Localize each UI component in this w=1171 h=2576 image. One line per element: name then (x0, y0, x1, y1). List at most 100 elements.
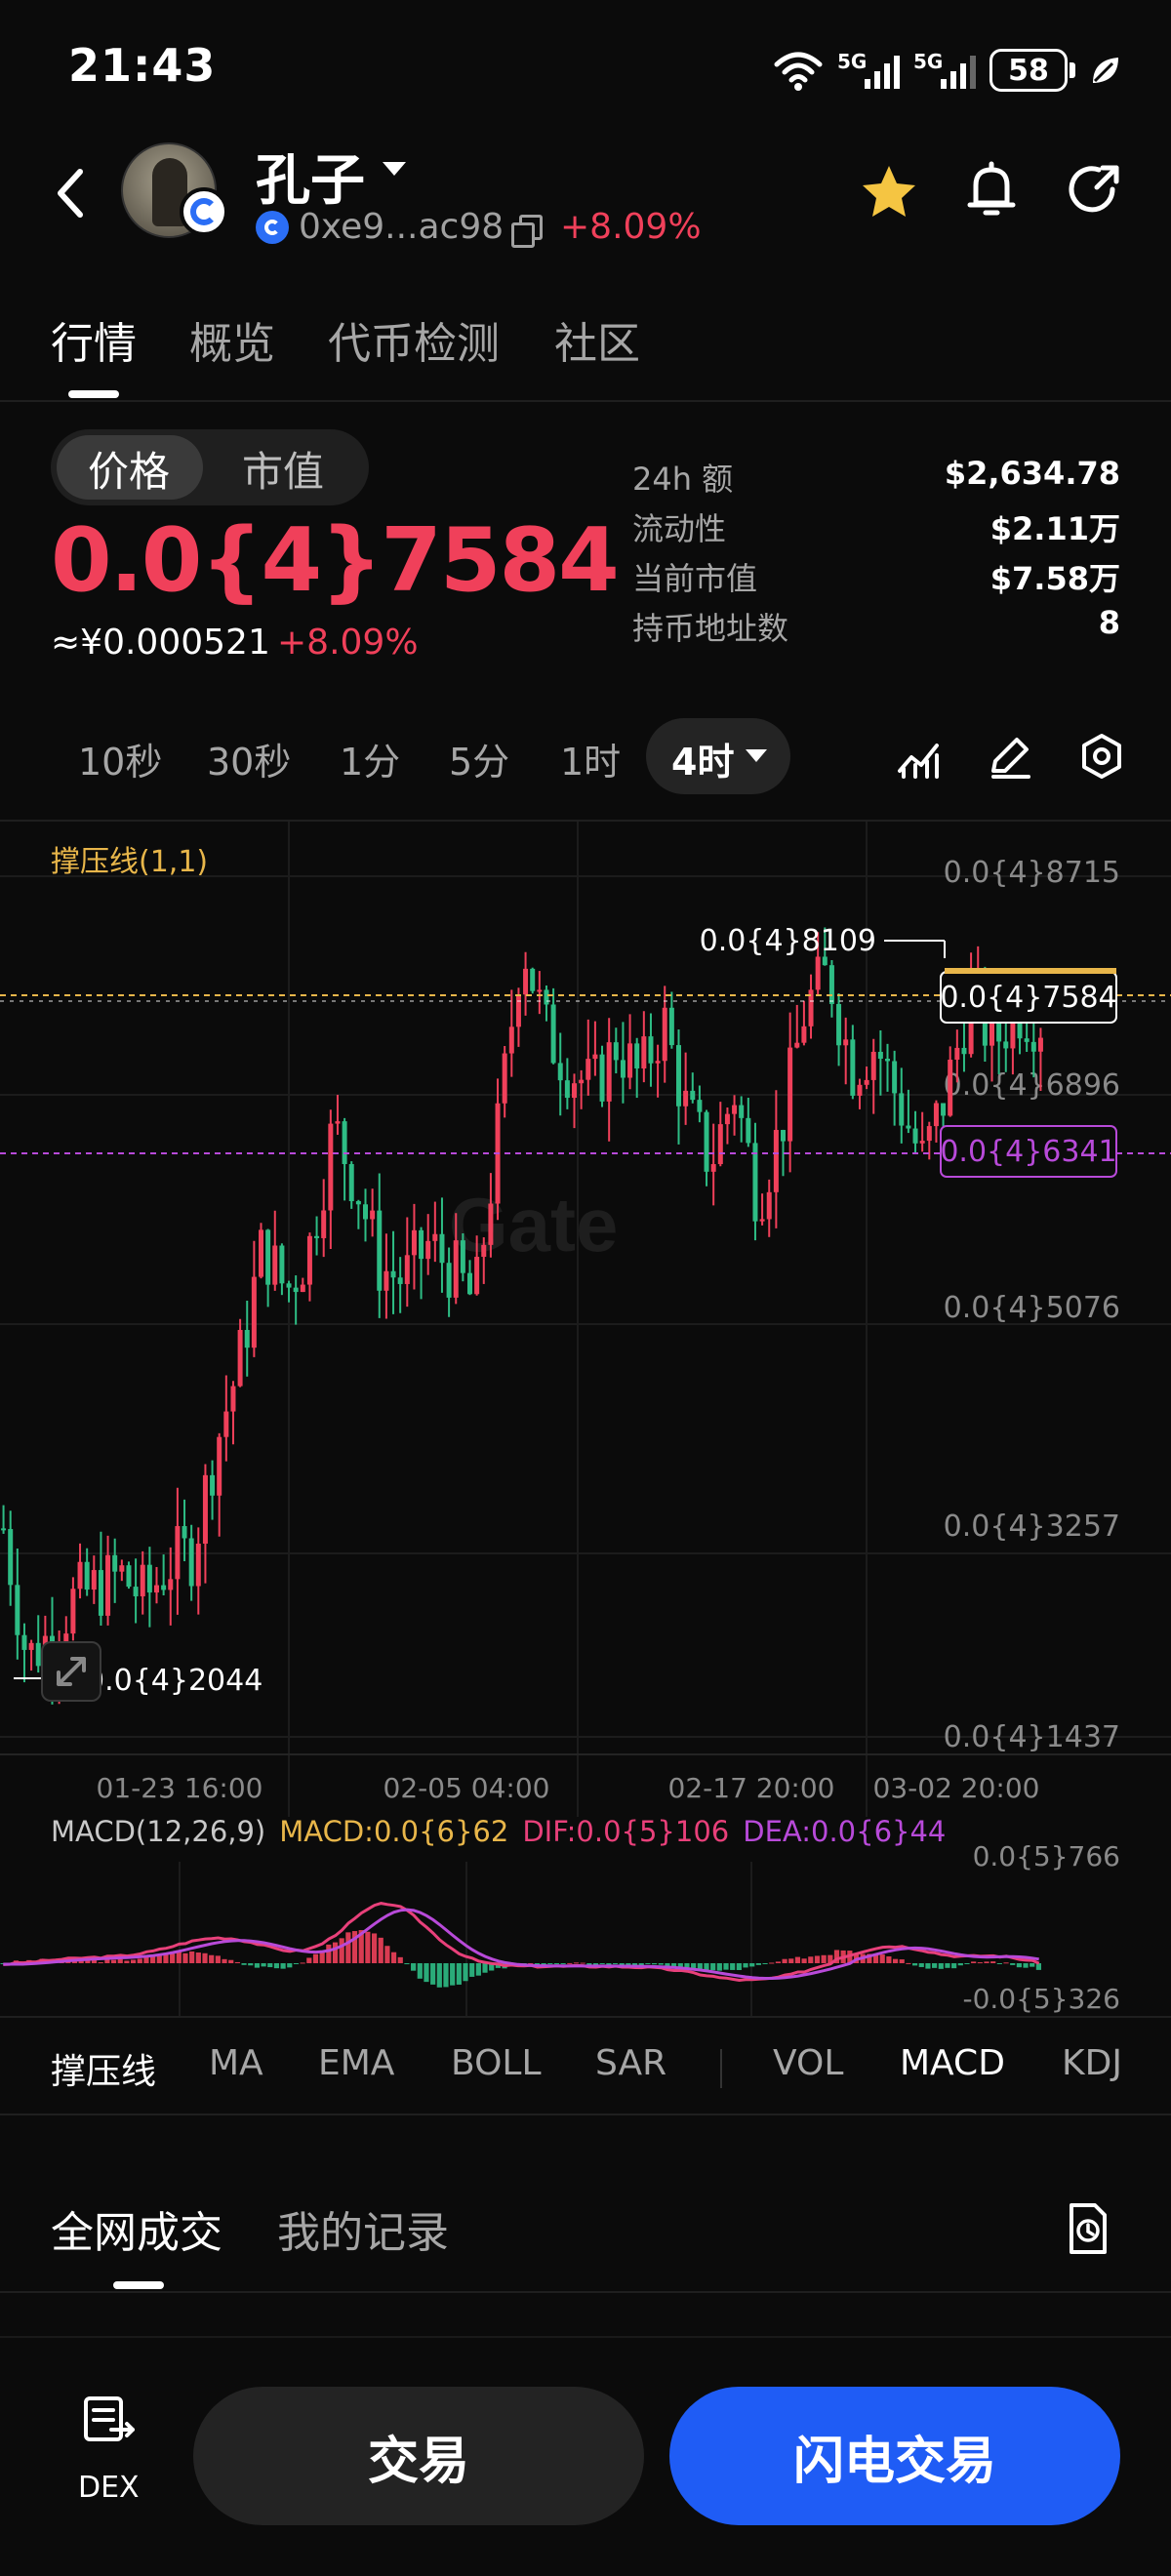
candle-body (954, 1047, 960, 1060)
macd-histogram-bar (697, 1963, 703, 1971)
candle-body (961, 1047, 967, 1055)
history-document-icon[interactable] (1066, 2201, 1110, 2256)
token-name[interactable]: 孔子 (256, 149, 365, 213)
candle-body (21, 1634, 27, 1650)
indicator-chart-icon[interactable] (894, 732, 943, 781)
macd-histogram-bar (248, 1963, 254, 1966)
candlestick-chart: Gate 0.0{4}8715 0.0{4}6896 0.0{4}5076 0.0{4}… (0, 822, 1171, 1817)
indicator-boll[interactable]: BOLL (451, 2043, 542, 2083)
macd-histogram-bar (619, 1963, 625, 1965)
y-axis-label: 0.0{4}8715 (944, 856, 1120, 890)
indicator-ema[interactable]: EMA (318, 2043, 395, 2083)
candle-body (217, 1436, 222, 1496)
macd-histogram-bar (241, 1963, 247, 1965)
candle-body (161, 1585, 167, 1590)
indicator-vol[interactable]: VOL (773, 2043, 844, 2083)
candles (1, 927, 1043, 1705)
macd-histogram-bar (495, 1963, 501, 1968)
candle-body (342, 1121, 347, 1165)
interval-10s[interactable]: 10秒 (78, 741, 163, 784)
indicator-ma[interactable]: MA (209, 2043, 263, 2083)
candle-body (836, 1003, 842, 1046)
candle-body (828, 965, 834, 1004)
macd-panel[interactable]: 0.0{5}766 -0.0{5}326 MACD(12,26,9) MACD:0.… (0, 1803, 1171, 2016)
candle-body (28, 1642, 34, 1650)
macd-histogram-bar (209, 1954, 215, 1963)
token-switch-caret-icon[interactable] (383, 162, 406, 176)
status-icons: 5G 5G 58 (773, 45, 1122, 96)
macd-histogram-bar (984, 1961, 989, 1963)
draw-pencil-icon[interactable] (986, 732, 1034, 781)
candle-body (648, 1036, 654, 1064)
price-chart[interactable]: Gate 0.0{4}8715 0.0{4}6896 0.0{4}5076 0.0{4}… (0, 820, 1171, 1817)
stat-label: 流动性 (632, 510, 727, 547)
toggle-market-cap[interactable]: 市值 (242, 448, 325, 496)
interval-1h[interactable]: 1时 (560, 741, 622, 784)
interval-selector: 10秒 30秒 1分 5分 1时 4时 (0, 712, 1171, 800)
macd-histogram-bar (156, 1953, 162, 1963)
candle-body (996, 1011, 1002, 1042)
candle-body (300, 1284, 305, 1293)
x-axis-label: 01-23 16:00 (97, 1772, 263, 1804)
support-price-box (940, 1125, 1117, 1178)
copy-icon[interactable] (511, 215, 543, 248)
back-arrow-icon[interactable] (51, 164, 90, 222)
interval-1m[interactable]: 1分 (340, 741, 401, 784)
macd-histogram-bar (332, 1942, 339, 1963)
macd-histogram-bar (391, 1952, 397, 1963)
tab-market[interactable]: 行情 (51, 319, 137, 369)
dex-icon[interactable] (82, 2393, 137, 2447)
interval-dropdown-caret-icon[interactable] (746, 749, 767, 762)
stat-value: $7.58万 (989, 560, 1120, 597)
candle-body (460, 1240, 465, 1273)
candle-body (746, 1117, 751, 1144)
macd-histogram-bar (541, 1963, 546, 1965)
toggle-price[interactable]: 价格 (88, 448, 171, 496)
interval-30s[interactable]: 30秒 (207, 741, 292, 784)
flash-trade-button[interactable]: 闪电交易 (669, 2387, 1120, 2525)
candle-body (502, 1053, 507, 1104)
interval-active-label[interactable]: 4时 (671, 741, 735, 784)
candle-body (634, 1043, 640, 1068)
favorite-star-icon[interactable] (859, 162, 919, 222)
chart-settings-icon[interactable] (1077, 732, 1126, 781)
candle-body (272, 1245, 278, 1285)
candle-body (467, 1272, 472, 1295)
candle-body (599, 1054, 605, 1102)
tab-token-check[interactable]: 代币检测 (328, 319, 500, 369)
candle-body (98, 1570, 103, 1616)
macd-histogram-bar (163, 1953, 169, 1963)
candle-body (195, 1544, 201, 1587)
expand-chart-icon[interactable] (41, 1641, 101, 1702)
candle-body (91, 1570, 97, 1590)
macd-histogram-bar (384, 1946, 390, 1963)
macd-params: MACD(12,26,9) (51, 1815, 266, 1848)
interval-5m[interactable]: 5分 (449, 741, 510, 784)
dex-label[interactable]: DEX (78, 2471, 140, 2505)
macd-histogram-bar (782, 1958, 787, 1963)
candle-body (244, 1329, 250, 1348)
candle-body (126, 1565, 132, 1588)
share-icon[interactable] (1064, 160, 1124, 221)
macd-histogram-bar (775, 1961, 781, 1963)
tab-overview[interactable]: 概览 (189, 319, 275, 369)
candle-body (293, 1287, 299, 1293)
tab-all-trades[interactable]: 全网成交 (51, 2208, 222, 2258)
trade-button[interactable]: 交易 (193, 2387, 644, 2525)
candle-body (989, 1011, 994, 1046)
bell-icon[interactable] (962, 160, 1021, 221)
macd-histogram-bar (267, 1963, 273, 1968)
indicator-sar[interactable]: SAR (595, 2043, 667, 2083)
indicator-support-resistance[interactable]: 撑压线 (51, 2052, 157, 2092)
support-resistance-label: 撑压线(1,1) (51, 845, 209, 879)
tab-community[interactable]: 社区 (554, 319, 640, 369)
status-bar: 21:43 5G 5G 58 (0, 0, 1171, 137)
macd-histogram-bar (1010, 1963, 1016, 1965)
tab-my-records[interactable]: 我的记录 (277, 2208, 449, 2258)
candle-body (223, 1411, 229, 1437)
indicator-macd[interactable]: MACD (900, 2043, 1005, 2083)
candle-body (787, 1047, 793, 1142)
status-time: 21:43 (68, 39, 217, 92)
indicator-kdj[interactable]: KDJ (1062, 2043, 1122, 2083)
macd-histogram-bar (182, 1952, 188, 1963)
